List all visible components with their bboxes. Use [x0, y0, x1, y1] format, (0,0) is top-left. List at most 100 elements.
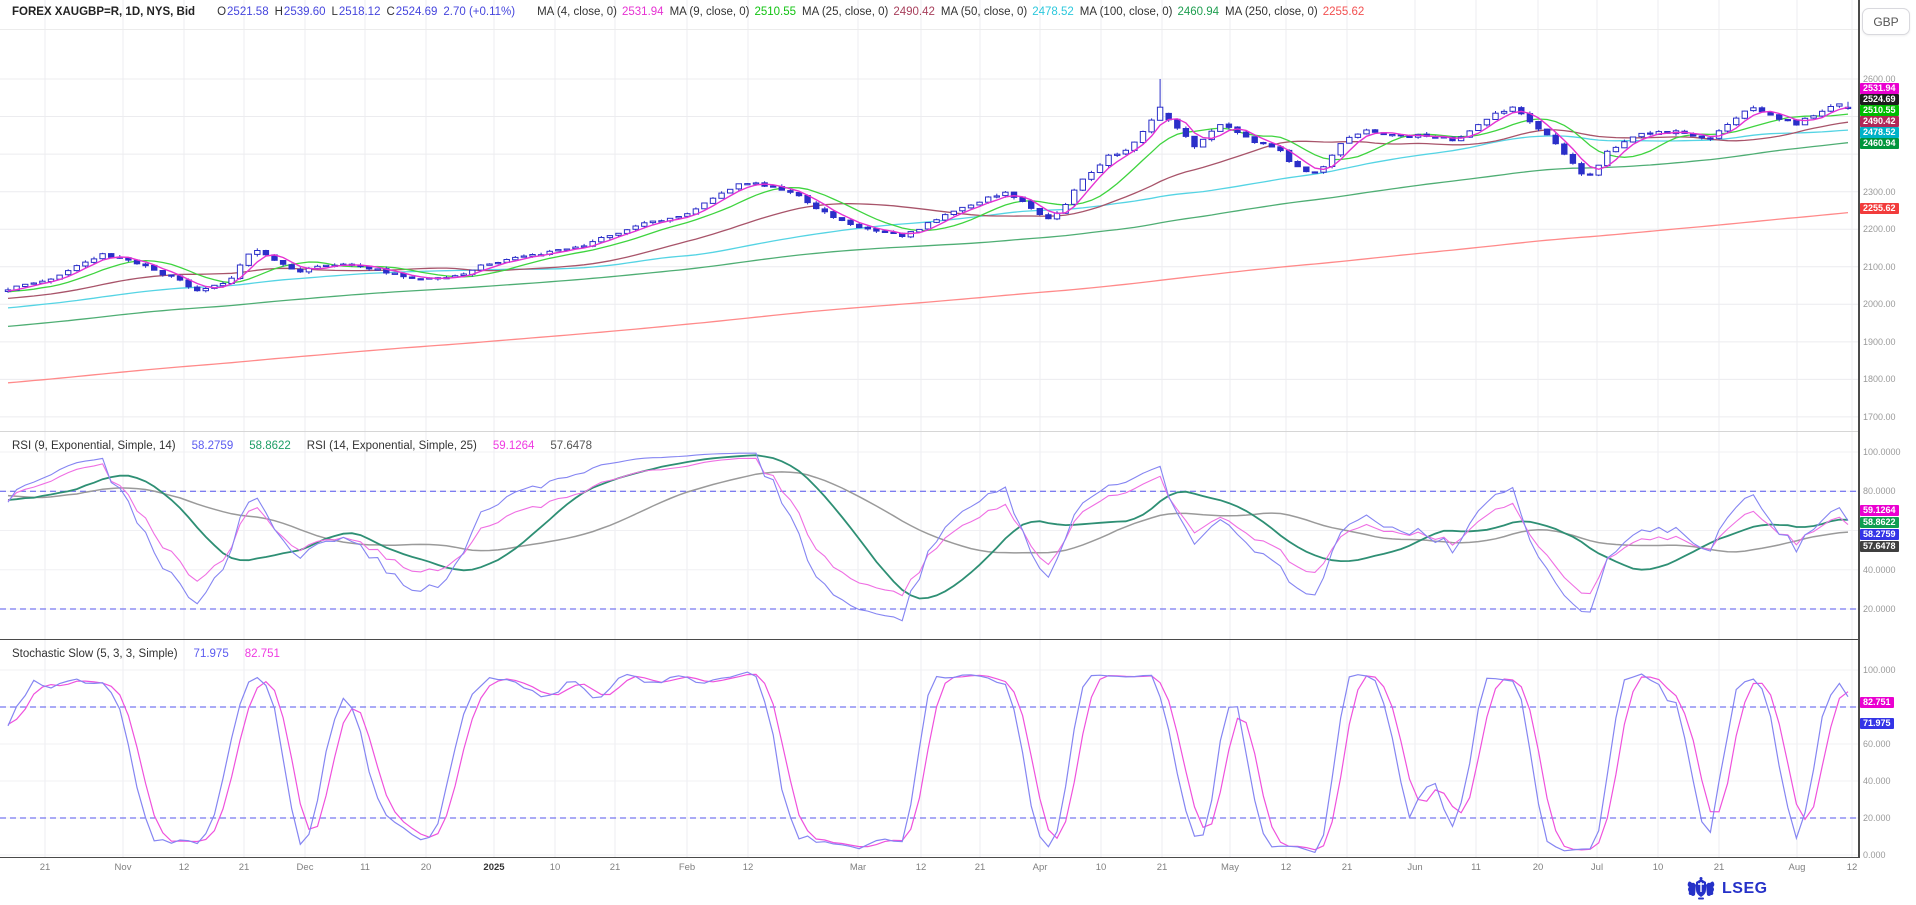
axis-value-label: 2510.55 — [1860, 105, 1899, 116]
ohlc-key: O — [217, 6, 227, 18]
axis-tick-label: 20.0000 — [1863, 604, 1896, 614]
axis-value-label: 58.8622 — [1860, 517, 1899, 528]
lseg-logo: LSEG — [1686, 877, 1768, 901]
stoch-d-value: 82.751 — [244, 648, 280, 660]
time-tick-label: Feb — [678, 862, 696, 873]
rsi9-value: 58.2759 — [191, 440, 234, 452]
time-tick-label: 12 — [1280, 862, 1292, 873]
axis-tick-label: 100.0000 — [1863, 447, 1901, 457]
change-value: 2.70 (+0.11%) — [443, 6, 516, 18]
ma-legend-item[interactable]: MA (4, close, 0) 2531.94 — [537, 6, 663, 18]
axis-value-label: 57.6478 — [1860, 541, 1899, 552]
axis-value-label: 2478.52 — [1860, 127, 1899, 138]
time-tick-label: 20 — [1532, 862, 1544, 873]
time-tick-label: 20 — [420, 862, 432, 873]
axis-tick-label: 0.000 — [1863, 850, 1886, 860]
time-tick-label: Nov — [114, 862, 132, 873]
rsi9-label[interactable]: RSI (9, Exponential, Simple, 14) — [12, 440, 176, 452]
pane-divider-1 — [0, 431, 1858, 432]
ohlc-key: C — [386, 6, 395, 18]
time-tick-label: Aug — [1788, 862, 1806, 873]
ma-value: 2255.62 — [1322, 6, 1365, 18]
axis-tick-label: 2300.00 — [1863, 186, 1896, 197]
time-tick-label: 21 — [1156, 862, 1168, 873]
pane-divider-3 — [0, 857, 1858, 858]
time-tick-label: 21 — [238, 862, 250, 873]
time-tick-label: Apr — [1032, 862, 1048, 873]
axis-tick-label: 60.000 — [1863, 739, 1891, 749]
ma-value: 2478.52 — [1032, 6, 1074, 18]
ohlc-value: 2539.60 — [283, 6, 326, 18]
axis-tick-label: 40.0000 — [1863, 564, 1896, 575]
ma-legend-items: MA (4, close, 0) 2531.94 MA (9, close, 0) 2… — [531, 6, 1364, 18]
ohlc-value: 2521.58 — [227, 6, 269, 18]
ma-label: MA (25, close, 0) — [802, 6, 889, 18]
ma-label: MA (4, close, 0) — [537, 6, 617, 18]
axis-tick-label: 1700.00 — [1863, 411, 1896, 422]
header-divider — [0, 29, 1858, 30]
time-tick-label: 2025 — [483, 862, 505, 873]
ohlc-value: 2518.12 — [338, 6, 381, 18]
ma-legend-item[interactable]: MA (25, close, 0) 2490.42 — [802, 6, 935, 18]
stoch-pane-canvas[interactable] — [0, 640, 1858, 858]
axis-tick-label: 1800.00 — [1863, 374, 1896, 385]
rsi14-ma-value: 57.6478 — [550, 440, 592, 452]
time-tick-label: 21 — [1713, 862, 1725, 873]
ma-value: 2490.42 — [893, 6, 935, 18]
time-tick-label: Mar — [849, 862, 867, 873]
ma-value: 2460.94 — [1177, 6, 1220, 18]
axis-tick-label: 2100.00 — [1863, 261, 1896, 272]
time-tick-label: Jul — [1590, 862, 1604, 873]
axis-value-label: 2490.42 — [1860, 116, 1899, 127]
axis-value-label: 82.751 — [1860, 697, 1894, 708]
ma-label: MA (100, close, 0) — [1079, 6, 1173, 18]
axis-value-label: 2524.69 — [1860, 94, 1899, 105]
axis-value-label: 2531.94 — [1860, 83, 1899, 94]
stoch-legend: Stochastic Slow (5, 3, 3, Simple) 71.975… — [12, 648, 280, 660]
time-tick-label: 10 — [1095, 862, 1107, 873]
ma-legend-item[interactable]: MA (50, close, 0) 2478.52 — [941, 6, 1074, 18]
rsi9-ma-value: 58.8622 — [249, 440, 291, 452]
axis-tick-label: 40.000 — [1863, 776, 1891, 786]
ma-label: MA (50, close, 0) — [940, 6, 1028, 18]
symbol-title[interactable]: FOREX XAUGBP=R, 1D, NYS, Bid — [12, 6, 196, 18]
time-tick-label: 10 — [549, 862, 561, 873]
stoch-k-value: 71.975 — [193, 648, 229, 660]
time-tick-label: 12 — [1846, 862, 1858, 873]
axis-tick-label: 20.000 — [1863, 813, 1891, 823]
axis-value-label: 2460.94 — [1860, 138, 1899, 149]
axis-value-label: 71.975 — [1860, 718, 1894, 729]
rsi14-label[interactable]: RSI (14, Exponential, Simple, 25) — [306, 440, 477, 452]
ma-legend-item[interactable]: MA (250, close, 0) 2255.62 — [1225, 6, 1364, 18]
ma-label: MA (9, close, 0) — [669, 6, 750, 18]
axis-value-label: 2255.62 — [1860, 203, 1899, 214]
rsi14-value: 59.1264 — [492, 440, 535, 452]
ma-value: 2531.94 — [621, 6, 664, 18]
time-tick-label: 21 — [1341, 862, 1353, 873]
ma-label: MA (250, close, 0) — [1225, 6, 1318, 18]
time-tick-label: 11 — [360, 862, 370, 873]
axis-value-label: 58.2759 — [1860, 529, 1899, 540]
pane-divider-2 — [0, 639, 1858, 640]
ohlc-readout: O2521.58 H2539.60 L2518.12 C2524.69 2.70 (+0… — [211, 6, 515, 18]
axis-tick-label: 80.0000 — [1863, 486, 1896, 497]
time-tick-label: 21 — [974, 862, 986, 873]
time-tick-label: 12 — [915, 862, 927, 873]
ma-legend-item[interactable]: MA (100, close, 0) 2460.94 — [1080, 6, 1219, 18]
ma-legend-item[interactable]: MA (9, close, 0) 2510.55 — [670, 6, 796, 18]
currency-button[interactable]: GBP — [1862, 8, 1910, 35]
axis-tick-label: 100.000 — [1863, 665, 1896, 675]
ohlc-key: H — [274, 6, 283, 18]
axis-tick-label: 2600.00 — [1863, 74, 1896, 84]
lseg-logo-text: LSEG — [1722, 880, 1768, 897]
ohlc-value: 2524.69 — [395, 6, 438, 18]
price-pane-canvas[interactable] — [0, 0, 1858, 432]
price-pane-legend: FOREX XAUGBP=R, 1D, NYS, Bid O2521.58 H25… — [12, 6, 1364, 18]
rsi-legend: RSI (9, Exponential, Simple, 14) 58.2759… — [12, 440, 592, 452]
stoch-label[interactable]: Stochastic Slow (5, 3, 3, Simple) — [12, 648, 178, 660]
lseg-crest-icon — [1687, 877, 1715, 900]
rsi-pane-canvas[interactable] — [0, 432, 1858, 640]
price-axis-border — [1858, 0, 1860, 858]
time-tick-label: 21 — [609, 862, 621, 873]
